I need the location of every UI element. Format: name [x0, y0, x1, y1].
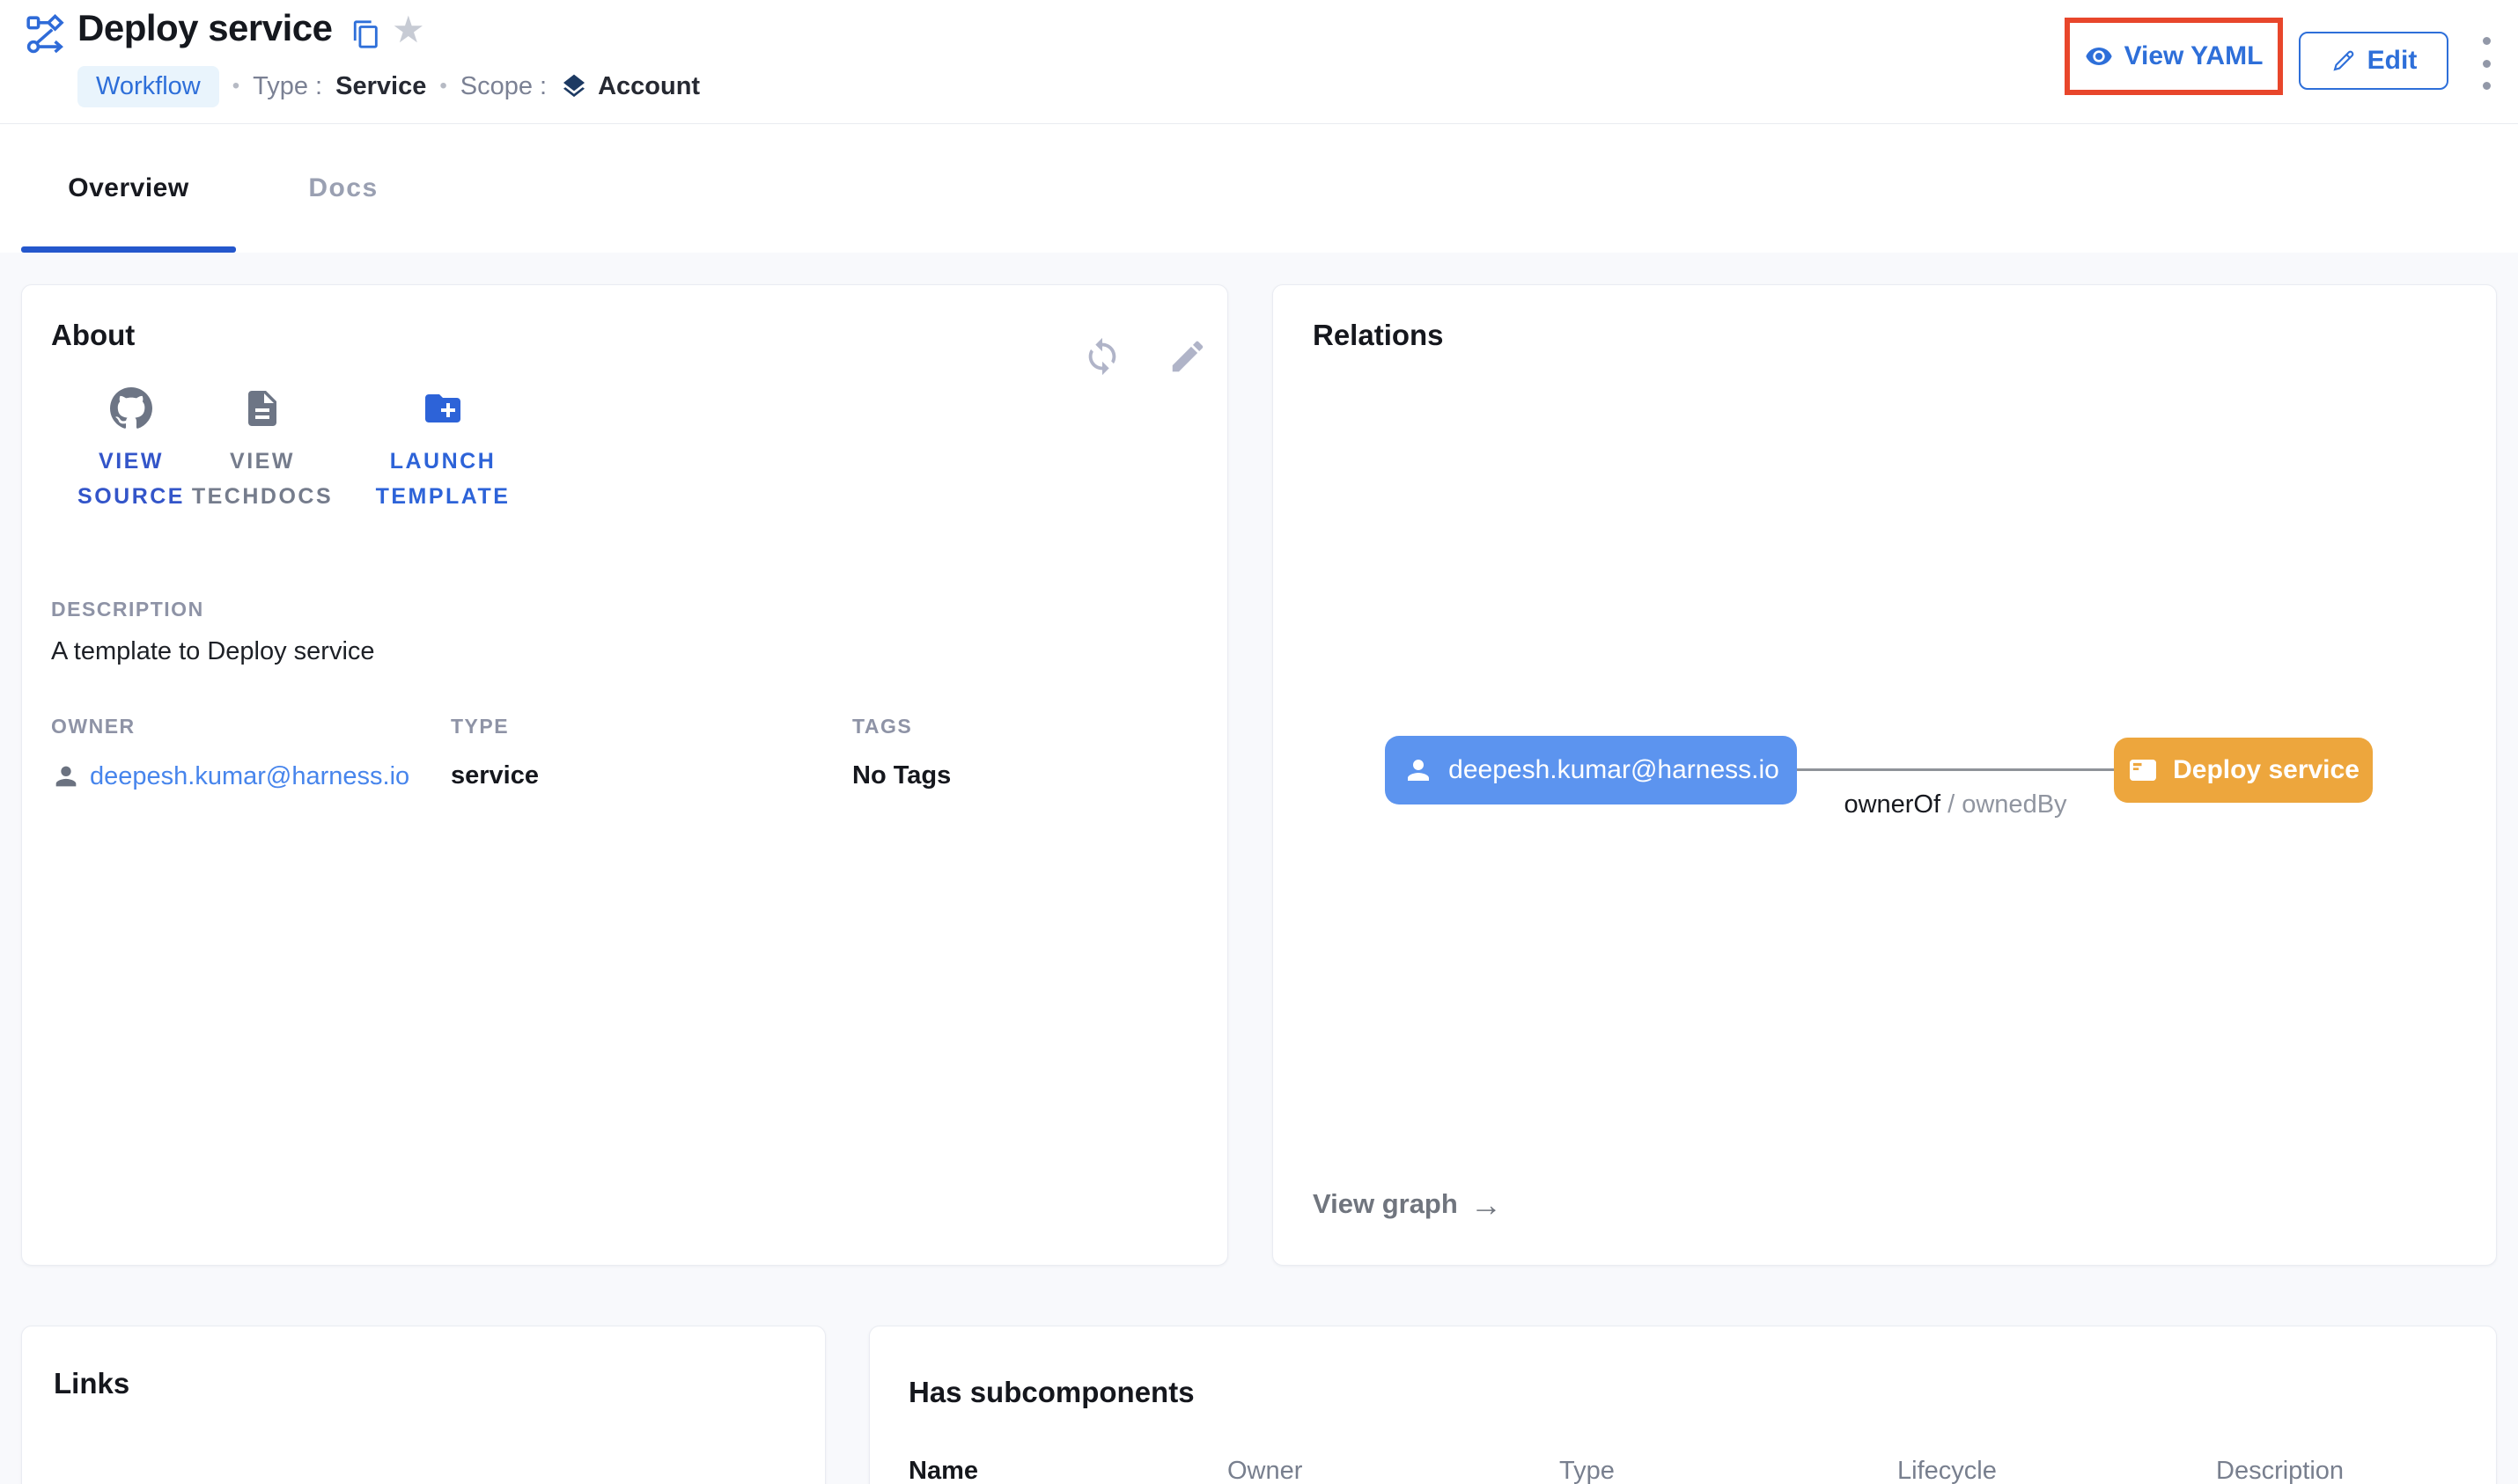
view-techdocs-action[interactable]: VIEW TECHDOCS: [174, 387, 350, 514]
type-field: TYPE service: [451, 715, 539, 790]
scope-label: Scope :: [460, 71, 548, 100]
view-yaml-button[interactable]: View YAML: [2085, 41, 2264, 71]
view-graph-label: View graph: [1313, 1188, 1458, 1219]
description-text: A template to Deploy service: [51, 637, 375, 665]
edit-label: Edit: [2367, 46, 2418, 75]
person-icon: [1408, 760, 1430, 781]
view-source-label: VIEW SOURCE: [77, 449, 185, 509]
relation-node-user-label: deepesh.kumar@harness.io: [1448, 755, 1779, 784]
owner-label: OWNER: [51, 715, 136, 738]
tab-docs-label: Docs: [308, 173, 379, 202]
subcomponents-card: Has subcomponents Name Owner Type Lifecy…: [869, 1326, 2497, 1484]
template-icon: [2130, 760, 2157, 781]
type-label: Type :: [253, 71, 323, 100]
document-icon: [248, 391, 276, 426]
launch-template-label: LAUNCH TEMPLATE: [375, 449, 511, 509]
dot-separator: •: [232, 74, 240, 98]
tab-bar: Overview Docs: [0, 124, 2518, 253]
column-header-lifecycle[interactable]: Lifecycle: [1897, 1457, 1997, 1484]
scope-value: Account: [598, 71, 701, 100]
kind-chip[interactable]: Workflow: [77, 65, 219, 107]
launch-template-action[interactable]: LAUNCH TEMPLATE: [346, 387, 540, 514]
tags-field: TAGS No Tags: [852, 715, 951, 790]
relations-title: Relations: [1313, 319, 1444, 351]
arrow-right-icon: →: [1469, 1186, 1502, 1223]
type-field-value: service: [451, 761, 539, 790]
favorite-star-icon[interactable]: ★: [392, 9, 425, 50]
page-title: Deploy service: [77, 7, 333, 48]
view-source-action[interactable]: VIEW SOURCE: [48, 387, 215, 514]
relation-node-user[interactable]: deepesh.kumar@harness.io: [1385, 736, 1797, 804]
folder-plus-icon: [425, 394, 460, 422]
eye-icon: [2085, 48, 2112, 65]
relations-card: Relations deepesh.kumar@harness.io Deplo…: [1272, 284, 2497, 1266]
type-field-label: TYPE: [451, 715, 510, 738]
tags-field-label: TAGS: [852, 715, 913, 738]
column-header-owner[interactable]: Owner: [1227, 1457, 1303, 1484]
person-icon: [55, 766, 77, 787]
column-header-type[interactable]: Type: [1559, 1457, 1615, 1484]
tab-overview[interactable]: Overview: [21, 124, 236, 253]
type-value: Service: [335, 71, 427, 100]
view-techdocs-label: VIEW TECHDOCS: [191, 449, 334, 509]
active-tab-underline: [21, 246, 236, 253]
view-yaml-label: View YAML: [2124, 41, 2264, 70]
owner-link[interactable]: deepesh.kumar@harness.io: [90, 761, 410, 790]
edge-label-slash: /: [1947, 790, 1955, 819]
edge-label-primary: ownerOf: [1844, 790, 1941, 819]
refresh-icon[interactable]: [1082, 336, 1123, 377]
owner-field: OWNER deepesh.kumar@harness.io: [51, 715, 409, 791]
entity-meta-row: Workflow • Type : Service • Scope : Acco…: [77, 65, 700, 107]
tags-field-value: No Tags: [852, 761, 952, 790]
view-graph-link[interactable]: View graph →: [1313, 1188, 1502, 1220]
tab-overview-label: Overview: [68, 173, 189, 202]
links-title: Links: [54, 1367, 130, 1400]
column-header-name[interactable]: Name: [909, 1457, 978, 1484]
relation-node-entity-label: Deploy service: [2173, 755, 2360, 784]
relation-edge-label: ownerOf / ownedBy: [1779, 790, 2131, 819]
edge-label-secondary: ownedBy: [1962, 790, 2067, 819]
edit-metadata-icon[interactable]: [1167, 336, 1208, 377]
column-header-description[interactable]: Description: [2216, 1457, 2345, 1484]
subcomponents-title: Has subcomponents: [909, 1376, 1195, 1408]
relation-edge: [1795, 768, 2116, 771]
layers-icon: [563, 74, 585, 98]
scope-value-group: Account: [560, 72, 700, 101]
view-yaml-highlight-box: View YAML: [2065, 18, 2283, 95]
pencil-icon: [2333, 50, 2353, 71]
links-card: Links: [21, 1326, 826, 1484]
github-icon: [110, 387, 152, 429]
relation-node-entity[interactable]: Deploy service: [2114, 738, 2373, 803]
description-label: DESCRIPTION: [51, 598, 204, 621]
copy-icon[interactable]: [351, 19, 381, 49]
dot-separator: •: [439, 74, 447, 98]
about-card: About VIEW SOURCE VIEW TECHDOCS LAUNCH T…: [21, 284, 1228, 1266]
more-options-kebab-icon[interactable]: [2483, 37, 2493, 90]
about-title: About: [51, 319, 136, 351]
edit-button[interactable]: Edit: [2299, 32, 2448, 90]
page-header: Deploy service ★ Workflow • Type : Servi…: [0, 0, 2518, 124]
workflow-icon: [25, 14, 69, 58]
tab-docs[interactable]: Docs: [269, 124, 417, 253]
